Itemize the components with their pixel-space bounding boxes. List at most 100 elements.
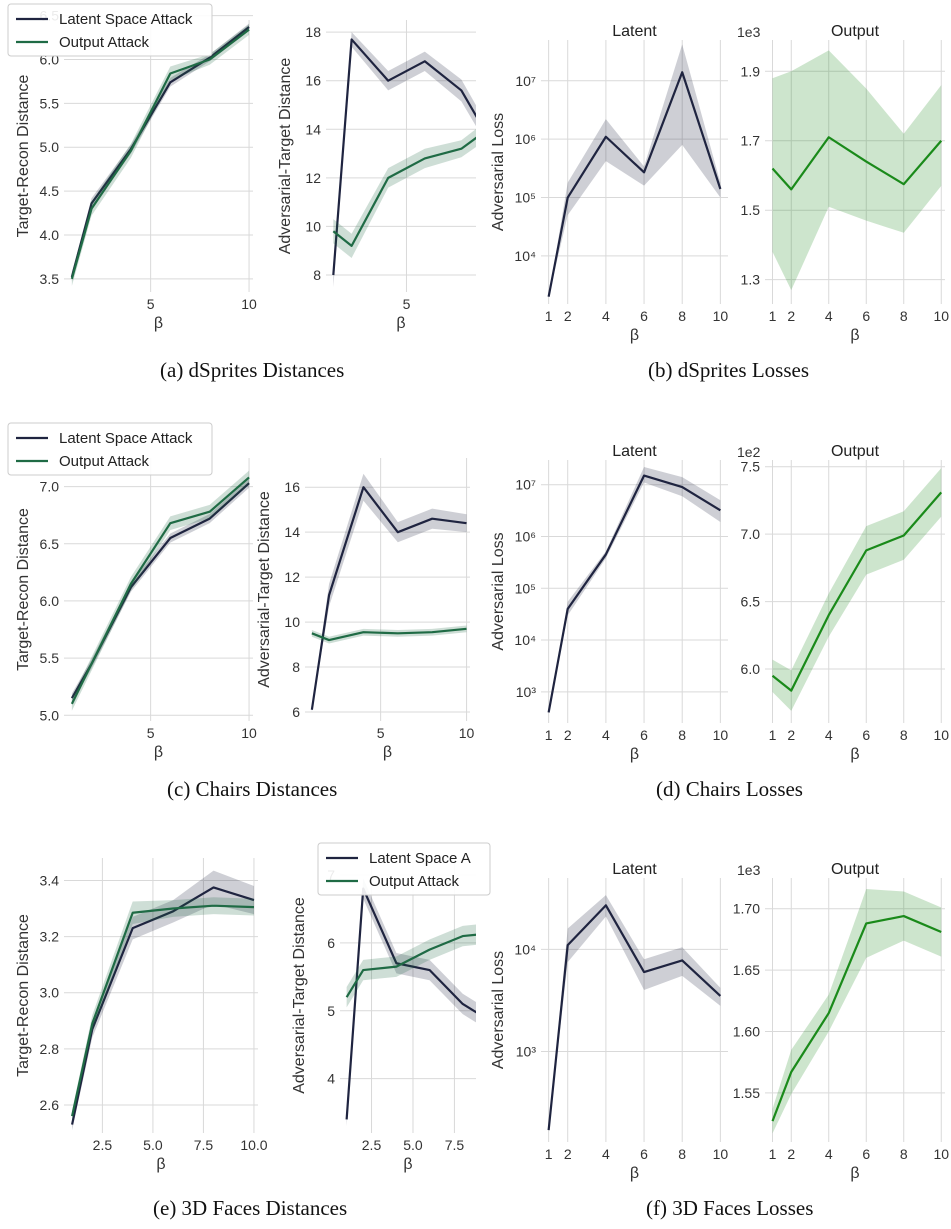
chart-f2: 1 2 4 6 8 10 1.55 1.60 1.65 1.70 β Output 1e3 (733, 861, 949, 1182)
chart-d2: 1 2 4 6 8 10 6.0 6.5 7.0 7.5 β Output 1e2 (737, 443, 949, 763)
x-tick-label: 2 (787, 308, 795, 324)
series-line (547, 474, 721, 713)
series-line (771, 136, 943, 191)
x-axis-label: β (850, 327, 859, 344)
axis-offset-label: 1e3 (737, 862, 761, 878)
x-tick-label: 5 (403, 296, 411, 312)
y-tick-label: 5.0 (40, 139, 60, 155)
x-axis-label: β (850, 1165, 859, 1182)
x-tick-label: 10 (713, 308, 729, 324)
x-tick-label: 4 (602, 308, 610, 324)
series-line (70, 26, 250, 278)
series-line (332, 38, 476, 276)
y-tick-label: 12 (284, 569, 300, 585)
axis-offset-label: 1e2 (737, 444, 761, 460)
y-tick-label: 10⁵ (515, 190, 536, 206)
x-tick-label: 10 (459, 725, 475, 741)
axis-offset-label: 1e3 (737, 24, 761, 40)
x-axis-label: β (156, 1156, 165, 1173)
y-tick-label: 10³ (516, 1044, 537, 1060)
x-axis-label: β (630, 1165, 639, 1182)
series-line (771, 914, 942, 1122)
confidence-band (548, 44, 721, 297)
legend-label: Output Attack (369, 873, 460, 890)
x-tick-label: 4 (825, 727, 833, 743)
x-tick-label: 4 (825, 1146, 833, 1162)
legend-label: Output Attack (59, 453, 150, 470)
series-group (345, 878, 476, 1127)
series-line (547, 71, 722, 297)
series-line (70, 476, 250, 705)
chart-e2: 2.55.07.54567βAdversarial-Target Distanc… (291, 858, 476, 1173)
caption-e: (e) 3D Faces Distances (153, 1196, 348, 1220)
y-tick-label: 1.5 (741, 202, 761, 218)
x-axis-label: β (154, 315, 163, 332)
legend-box (317, 842, 491, 896)
x-axis-label: β (850, 746, 859, 763)
y-tick-label: 10 (305, 218, 321, 234)
x-tick-label: 5.0 (143, 1137, 163, 1153)
y-tick-label: 12 (305, 170, 321, 186)
confidence-band (71, 24, 250, 286)
caption-d: (d) Chairs Losses (656, 777, 803, 801)
y-tick-label: 6.0 (741, 661, 761, 677)
x-tick-label: 8 (678, 1146, 686, 1162)
x-tick-label: 2.5 (93, 1137, 113, 1153)
y-tick-label: 14 (305, 121, 321, 137)
y-tick-label: 7.0 (40, 479, 60, 495)
y-tick-label: 1.60 (733, 1023, 760, 1039)
caption-c: (c) Chairs Distances (167, 777, 338, 801)
series-line (311, 627, 467, 642)
x-tick-label: 8 (678, 308, 686, 324)
confidence-band (71, 470, 250, 711)
x-tick-label: 4 (602, 727, 610, 743)
series-line (547, 904, 722, 1131)
y-axis-label: Adversarial-Target Distance (277, 58, 294, 255)
y-tick-label: 7.5 (741, 459, 761, 475)
chart-title: Output (831, 861, 880, 878)
y-axis-label: Target-Recon Distance (15, 75, 32, 238)
chart-title: Latent (612, 23, 657, 40)
legend-label: Output Attack (59, 34, 150, 51)
x-tick-label: 6 (862, 727, 870, 743)
y-tick-label: 6 (327, 935, 335, 951)
x-tick-label: 2 (564, 727, 572, 743)
y-tick-label: 1.70 (733, 901, 760, 917)
chart-a2: 5 8 10 12 14 16 18 β Adversarial-Target Distance (277, 20, 476, 332)
confidence-band (548, 466, 721, 713)
series-line (771, 491, 943, 692)
confidence-band (772, 889, 942, 1134)
chart-c2: 5 10 6 8 10 12 14 16 β Adversarial-Target Distanc… (256, 458, 475, 761)
x-tick-label: 1 (769, 727, 777, 743)
confidence-band (71, 23, 250, 282)
x-axis-label: β (396, 315, 405, 332)
x-axis-label: β (630, 746, 639, 763)
chart-title: Latent (612, 861, 657, 878)
x-axis-label: β (154, 744, 163, 761)
series-line (332, 136, 476, 247)
x-tick-label: 2.5 (362, 1137, 382, 1153)
series-line (345, 887, 476, 1120)
y-tick-label: 6.5 (40, 536, 60, 552)
x-tick-label: 6 (862, 1146, 870, 1162)
y-tick-label: 5 (327, 1003, 335, 1019)
y-tick-label: 18 (305, 24, 321, 40)
y-tick-label: 1.7 (741, 133, 761, 149)
x-tick-label: 1 (545, 1146, 553, 1162)
confidence-band (333, 129, 476, 258)
confidence-band (311, 473, 467, 713)
x-tick-label: 6 (640, 727, 648, 743)
legend-label: Latent Space Attack (59, 430, 193, 447)
chart-b2: 1 2 4 6 8 10 1.3 1.5 1.7 1.9 β Output 1e3 (737, 23, 949, 344)
x-tick-label: 5.0 (403, 1137, 423, 1153)
x-tick-label: 10 (241, 725, 257, 741)
legend-box (7, 422, 213, 476)
y-tick-label: 16 (284, 479, 300, 495)
x-tick-label: 5 (147, 296, 155, 312)
series-group (70, 23, 250, 286)
y-tick-label: 8 (313, 267, 321, 283)
confidence-band (311, 625, 467, 644)
y-tick-label: 2.8 (40, 1041, 60, 1057)
x-axis-label: β (383, 744, 392, 761)
